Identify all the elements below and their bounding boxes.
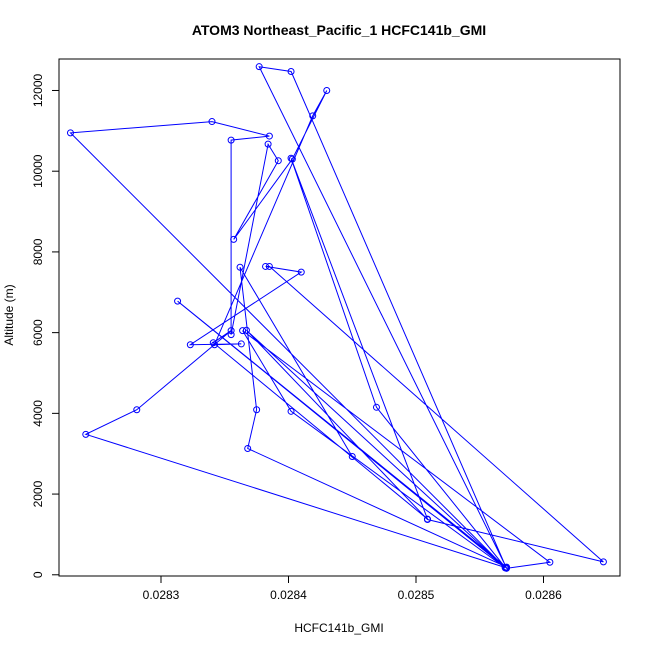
data-point [236,263,244,271]
data-point [230,235,238,243]
data-point [133,406,141,414]
data-point [265,132,273,140]
data-point [599,558,607,566]
data-point [546,558,554,566]
y-tick-label: 12000 [31,73,45,107]
data-point [348,453,356,461]
data-point [297,268,305,276]
chart-title: ATOM3 Northeast_Pacific_1 HCFC141b_GMI [192,22,486,38]
y-tick-label: 8000 [31,238,45,265]
y-tick-label: 2000 [31,480,45,507]
data-point [287,68,295,76]
data-point [66,129,74,137]
data-point [209,339,217,347]
x-axis: 0.0283 0.0284 0.0285 0.0286 [143,575,562,602]
data-point [174,297,182,305]
y-axis: 0 2000 4000 6000 8000 10000 12000 [31,73,60,578]
data-point [262,262,270,270]
data-point [186,341,194,349]
data-point [265,262,273,270]
x-tick-label: 0.0286 [525,588,562,602]
series-layer [66,63,607,572]
data-point [253,406,261,414]
plot-frame [58,58,621,577]
data-point [227,136,235,144]
data-point [264,140,272,148]
y-tick-label: 4000 [31,400,45,427]
data-point [423,515,431,523]
data-point [274,157,282,165]
data-point [244,444,252,452]
data-point [372,403,380,411]
data-point [323,86,331,94]
data-point [255,63,263,71]
data-point [208,118,216,126]
data-point [288,155,296,163]
data-point [227,327,235,335]
y-tick-label: 10000 [31,154,45,188]
data-point [82,430,90,438]
data-point [227,331,235,339]
x-tick-label: 0.0284 [270,588,307,602]
x-tick-label: 0.0283 [143,588,180,602]
data-point [239,327,247,335]
data-point [242,326,250,334]
y-tick-label: 6000 [31,319,45,346]
data-point [287,407,295,415]
data-point [287,154,295,162]
series-line [69,66,604,569]
y-tick-label: 0 [31,571,45,578]
data-point [503,563,511,571]
data-point [309,112,317,120]
x-axis-label: HCFC141b_GMI [294,621,383,635]
y-axis-label: Altitude (m) [2,284,16,345]
data-point [237,340,245,348]
x-tick-label: 0.0285 [398,588,435,602]
